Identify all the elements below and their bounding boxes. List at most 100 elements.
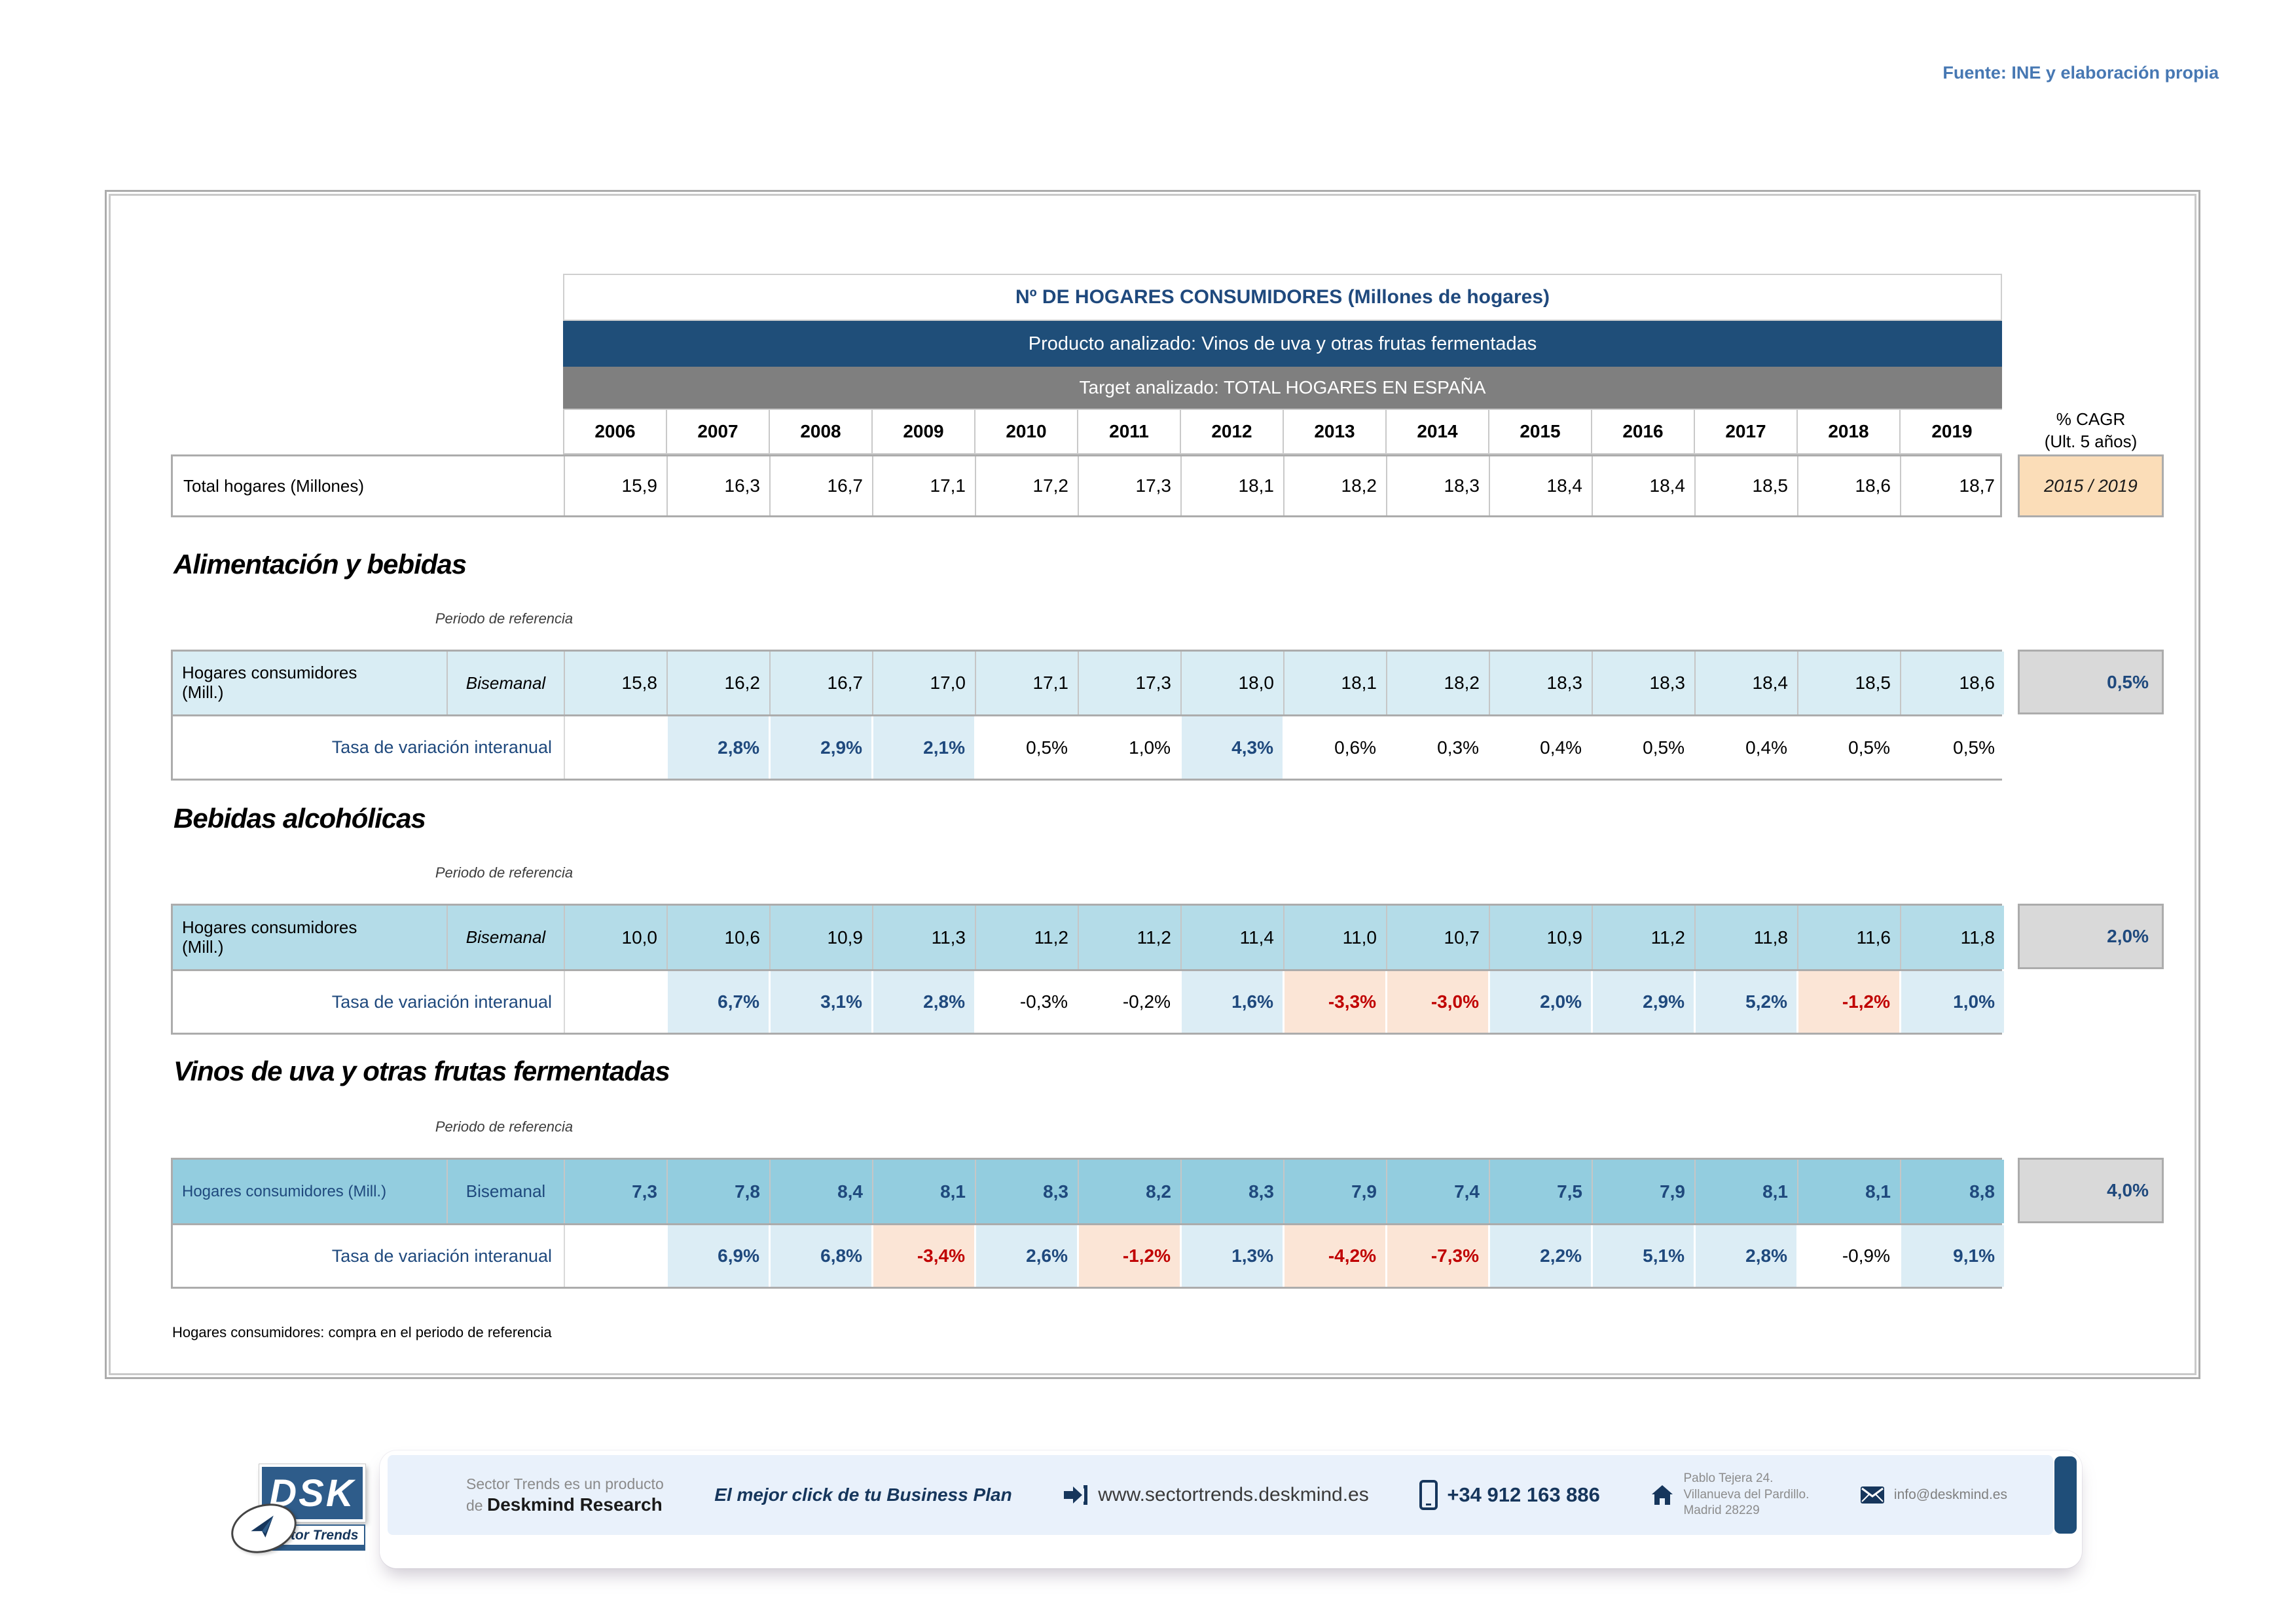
value-cell: 8,3 xyxy=(1182,1160,1285,1223)
tasa-cell: 2,0% xyxy=(1490,971,1593,1033)
value-cell: 11,2 xyxy=(1079,906,1182,969)
total-row-label: Total hogares (Millones) xyxy=(173,456,565,515)
footer-accent-bar xyxy=(2054,1456,2077,1534)
cagr-value-cell: 0,5% xyxy=(2018,650,2164,714)
tasa-cell: 5,1% xyxy=(1593,1225,1696,1287)
value-cell: 18,6 xyxy=(1901,652,2004,714)
value-cell: 8,3 xyxy=(976,1160,1079,1223)
hogares-values: 7,3 7,8 8,4 8,1 8,3 8,2 8,3 7,9 7,4 7,5 7,9 8,1 8,1 8… xyxy=(565,1160,2004,1223)
year-header-cell: 2013 xyxy=(1284,410,1387,453)
tasa-values: 2,8% 2,9% 2,1% 0,5% 1,0% 4,3% 0,6% 0,3% 0,4% 0,5%… xyxy=(565,716,2004,779)
brand-prefix: de xyxy=(466,1496,483,1514)
tasa-row: Tasa de variación interanual 6,9% 6,8% -3,… xyxy=(173,1225,2004,1287)
tasa-cell: 0,5% xyxy=(1901,716,2004,779)
total-value-cell: 18,4 xyxy=(1490,456,1593,515)
value-cell: 16,2 xyxy=(668,652,771,714)
tasa-cell: 4,3% xyxy=(1182,716,1285,779)
tasa-cell: 1,0% xyxy=(1079,716,1182,779)
value-cell: 18,5 xyxy=(1798,652,1901,714)
year-header-cell: 2007 xyxy=(667,410,770,453)
value-cell: 17,0 xyxy=(873,652,976,714)
total-row-values: 15,9 16,3 16,7 17,1 17,2 17,3 18,1 18,2 18,3 18,4… xyxy=(565,456,2004,515)
value-cell: 7,3 xyxy=(565,1160,668,1223)
year-header-cell: 2006 xyxy=(564,410,667,453)
cagr-value-cell: 4,0% xyxy=(2018,1158,2164,1223)
total-value-cell: 16,3 xyxy=(668,456,771,515)
value-cell: 18,3 xyxy=(1490,652,1593,714)
periodo-referencia-label: Periodo de referencia xyxy=(435,1118,574,1135)
value-cell: 10,9 xyxy=(1490,906,1593,969)
phone-group: +34 912 163 886 xyxy=(1419,1480,1600,1510)
value-cell: 7,9 xyxy=(1285,1160,1387,1223)
tasa-cell: 9,1% xyxy=(1901,1225,2004,1287)
tasa-cell: 2,1% xyxy=(873,716,976,779)
tasa-cell: 1,0% xyxy=(1901,971,2004,1033)
value-cell: 17,3 xyxy=(1079,652,1182,714)
total-value-cell: 18,5 xyxy=(1696,456,1798,515)
footer-slogan: El mejor click de tu Business Plan xyxy=(714,1485,1012,1505)
envelope-icon xyxy=(1860,1486,1885,1504)
value-cell: 18,4 xyxy=(1696,652,1798,714)
periodo-referencia-label: Periodo de referencia xyxy=(435,864,574,881)
total-value-cell: 18,7 xyxy=(1959,475,1995,496)
footer-brand: Sector Trends es un producto de Deskmind… xyxy=(466,1475,664,1515)
tasa-cell: 0,5% xyxy=(976,716,1079,779)
periodo-referencia-label: Periodo de referencia xyxy=(435,610,574,627)
row-label-text: Hogares consumidores (Mill.) xyxy=(182,917,357,957)
year-header-cell: 2010 xyxy=(975,410,1078,453)
tasa-cell: 1,6% xyxy=(1182,971,1285,1033)
tasa-cell: 0,5% xyxy=(1798,716,1901,779)
year-header-cell: 2015 xyxy=(1489,410,1592,453)
total-value-cell: 17,2 xyxy=(976,456,1079,515)
value-cell: 11,0 xyxy=(1285,906,1387,969)
value-cell: 8,4 xyxy=(771,1160,873,1223)
total-value-cell: 18,4 xyxy=(1593,456,1696,515)
tasa-cell: 2,2% xyxy=(1490,1225,1593,1287)
year-header-cell: 2008 xyxy=(770,410,873,453)
total-value-cell: 18,1 xyxy=(1182,456,1285,515)
tasa-row: Tasa de variación interanual 6,7% 3,1% 2,8… xyxy=(173,971,2004,1033)
year-header-cell: 2011 xyxy=(1078,410,1181,453)
hogares-values: 10,0 10,6 10,9 11,3 11,2 11,2 11,4 11,0 10,7 10,9… xyxy=(565,906,2004,969)
value-cell: 7,5 xyxy=(1490,1160,1593,1223)
cagr-header: % CAGR (Ult. 5 años) xyxy=(2018,407,2164,454)
address-group: Pablo Tejera 24. Villanueva del Pardillo… xyxy=(1650,1471,1809,1519)
period-cell: Bisemanal xyxy=(448,652,565,714)
value-cell: 7,8 xyxy=(668,1160,771,1223)
report-frame xyxy=(105,190,2200,1379)
tasa-cell: 6,7% xyxy=(668,971,771,1033)
total-value-cell: 15,9 xyxy=(565,456,668,515)
value-cell: 11,6 xyxy=(1798,906,1901,969)
tasa-cell: -0,2% xyxy=(1079,971,1182,1033)
tasa-cell: 2,8% xyxy=(1696,1225,1798,1287)
year-header-cell: 2019 xyxy=(1901,410,2003,453)
tasa-cell: 0,4% xyxy=(1490,716,1593,779)
hogares-row: Hogares consumidores (Mill.) Bisemanal 1… xyxy=(173,652,2004,716)
value-cell: 18,2 xyxy=(1387,652,1490,714)
tasa-cell: 2,8% xyxy=(668,716,771,779)
email-text: info@deskmind.es xyxy=(1893,1487,2007,1502)
total-value-cell: 16,7 xyxy=(771,456,873,515)
value-cell: 10,7 xyxy=(1387,906,1490,969)
tasa-cell: 6,9% xyxy=(668,1225,771,1287)
section-table: Hogares consumidores (Mill.) Bisemanal 1… xyxy=(171,650,2004,781)
tasa-row-label: Tasa de variación interanual xyxy=(173,716,565,779)
target-banner: Target analizado: TOTAL HOGARES EN ESPAÑ… xyxy=(563,367,2002,409)
footer-bar: Sector Trends es un producto de Deskmind… xyxy=(388,1455,2053,1535)
source-note: Fuente: INE y elaboración propia xyxy=(1942,63,2219,83)
tasa-cell: 1,3% xyxy=(1182,1225,1285,1287)
tasa-cell: 0,4% xyxy=(1696,716,1798,779)
tasa-cell: 2,6% xyxy=(976,1225,1079,1287)
address-line3: Madrid 28229 xyxy=(1683,1504,1760,1518)
tasa-row: Tasa de variación interanual 2,8% 2,9% 2,1… xyxy=(173,716,2004,779)
address-line2: Villanueva del Pardillo. xyxy=(1683,1487,1810,1502)
tasa-cell: 0,3% xyxy=(1387,716,1490,779)
home-icon xyxy=(1650,1484,1674,1506)
tasa-cell: 2,8% xyxy=(873,971,976,1033)
brand-line2: de Deskmind Research xyxy=(466,1494,664,1515)
total-value-cell: 17,1 xyxy=(873,456,976,515)
row-label: Hogares consumidores (Mill.) xyxy=(173,652,448,714)
year-header-cell: 2017 xyxy=(1695,410,1798,453)
tasa-cell xyxy=(565,716,668,779)
